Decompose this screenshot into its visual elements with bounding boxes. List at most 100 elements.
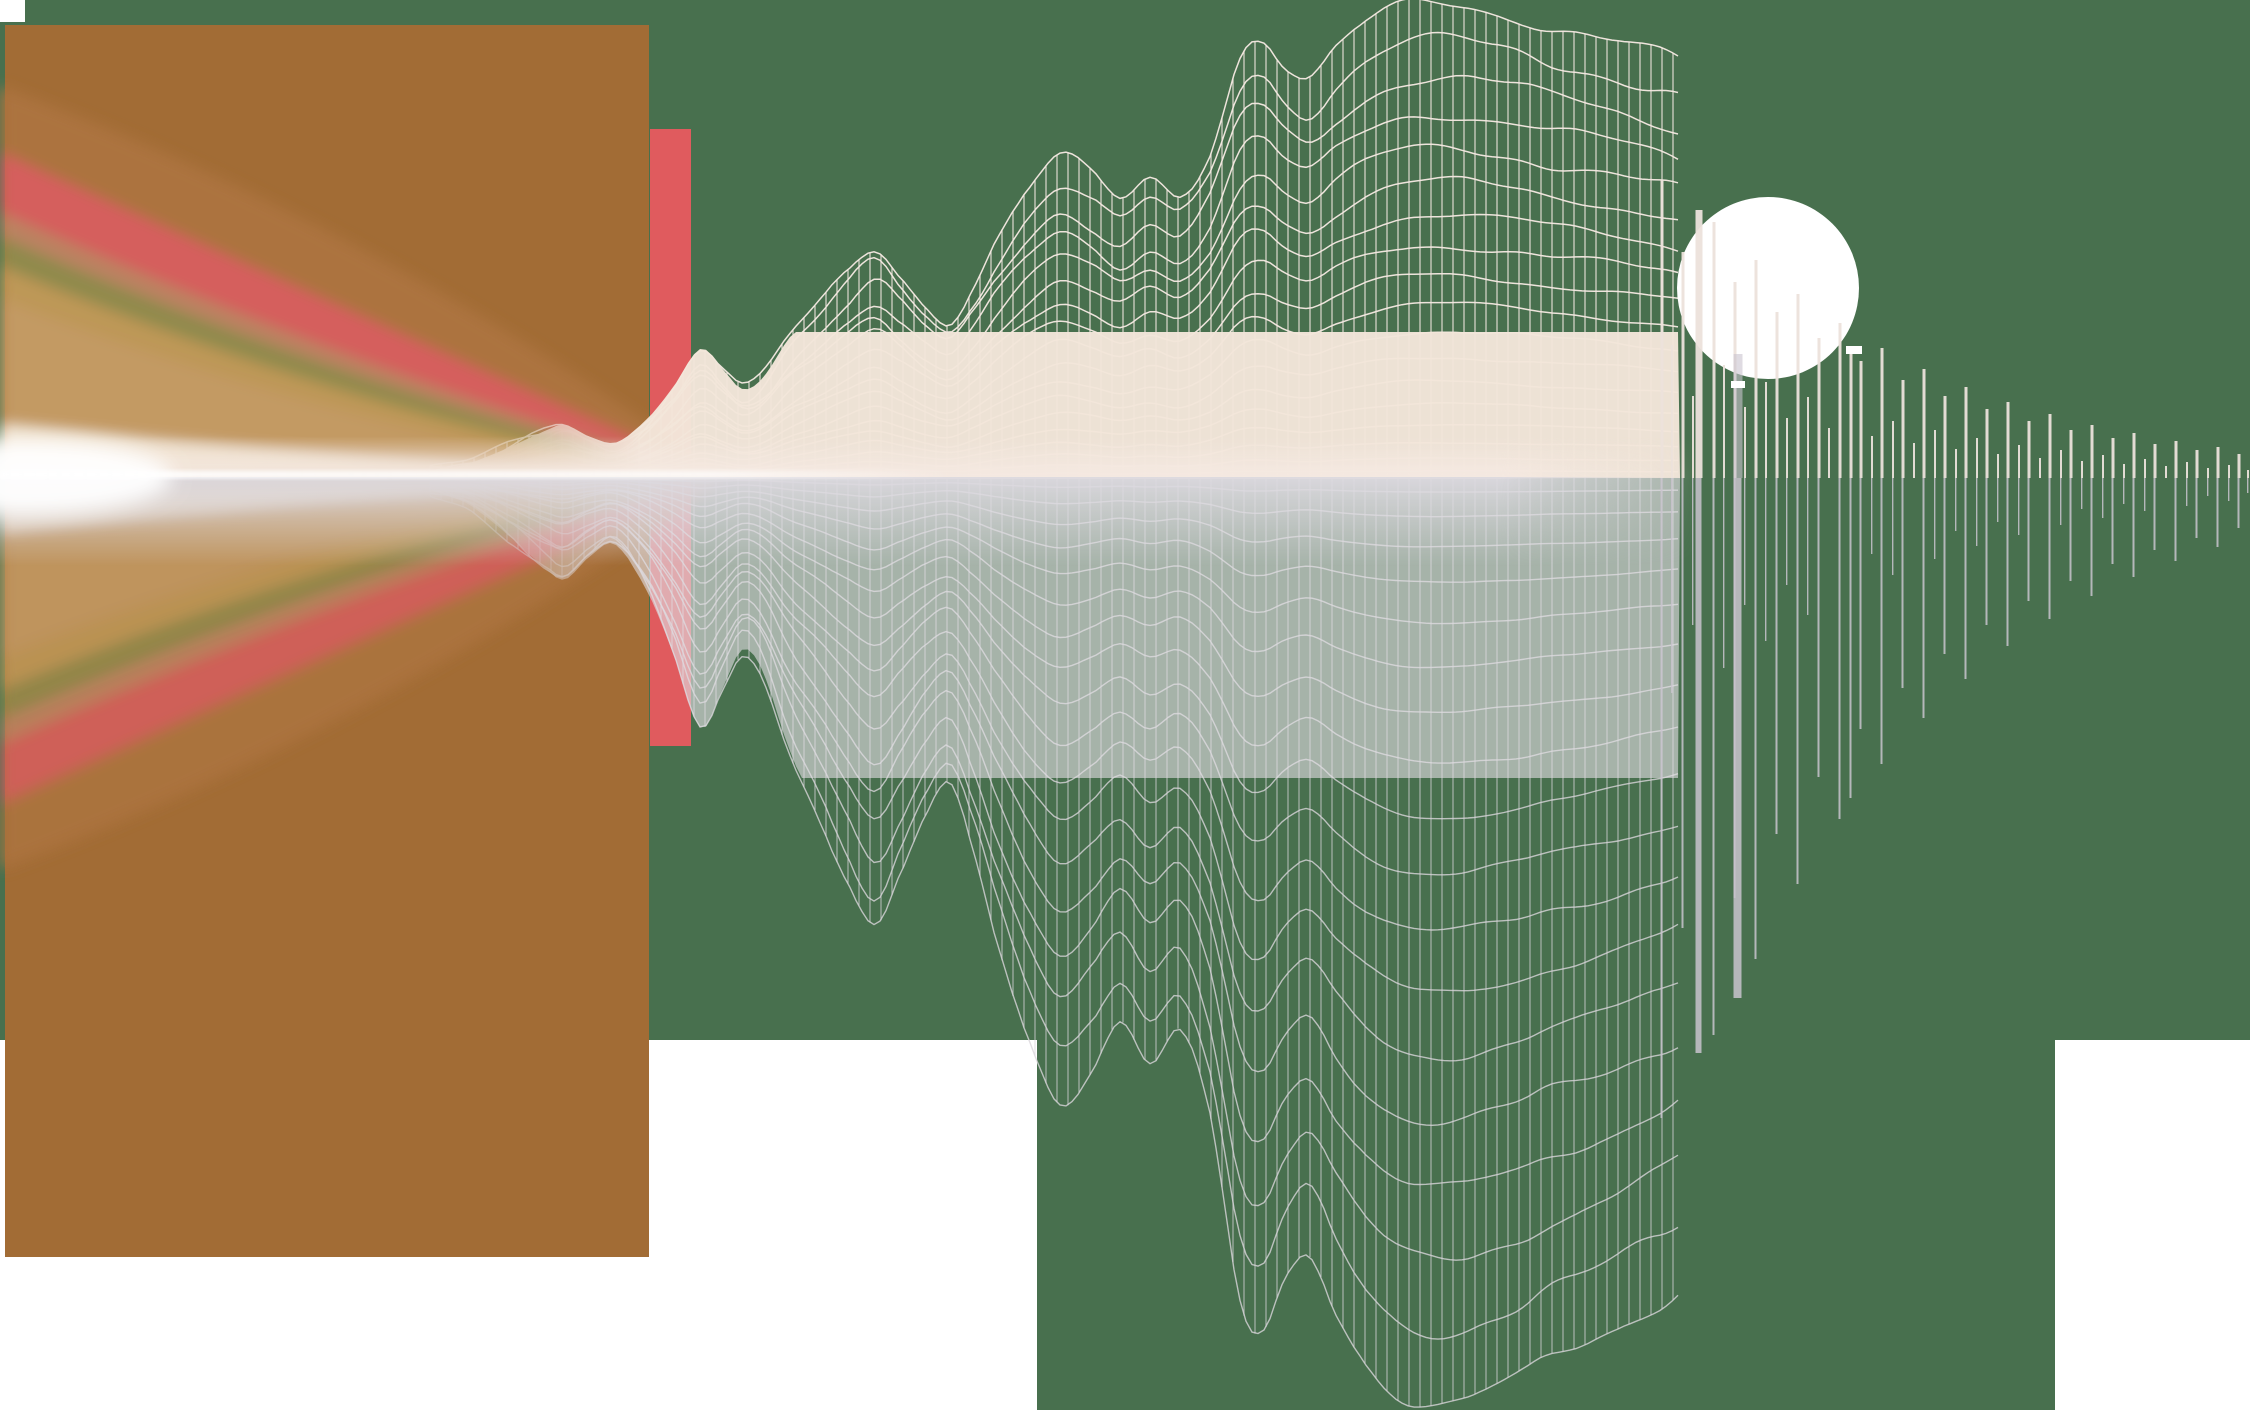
waveform-bar-down xyxy=(2123,478,2125,504)
waveform-bar-down xyxy=(1922,478,1925,718)
waveform-bar-up xyxy=(2144,459,2146,478)
waveform-bar-down xyxy=(1976,478,1978,546)
waveform-bar-down xyxy=(1964,478,1967,679)
waveform-bar-up xyxy=(2165,466,2167,478)
waveform-bar-down xyxy=(2153,478,2156,550)
waveform-bar-down xyxy=(1943,478,1946,654)
waveform-bar-down xyxy=(1880,478,1883,764)
waveform-bar-up xyxy=(2039,458,2041,478)
waveform-bar-up xyxy=(2069,430,2073,478)
waveform-bar-up xyxy=(1681,252,1685,478)
waveform-bars-group xyxy=(1660,180,2249,1118)
waveform-bar-down xyxy=(1744,478,1746,605)
waveform-bar-down xyxy=(2048,478,2051,619)
waveform-bar-up xyxy=(1775,312,1779,478)
waveform-bar-up xyxy=(1786,418,1788,478)
waveform-bar-up xyxy=(1754,260,1758,478)
waveform-bar-up xyxy=(2186,462,2188,478)
waveform-bar-up xyxy=(2018,445,2020,478)
waveform-bar-up xyxy=(1871,436,1873,478)
waveform-bar-down xyxy=(2237,478,2240,528)
waveform-bar-up xyxy=(2102,455,2104,478)
waveform-bar-down xyxy=(2111,478,2114,564)
waveform-bar-up xyxy=(1712,222,1716,478)
waveform-bar-up xyxy=(1723,365,1725,478)
waveform-bar-up xyxy=(1838,323,1842,478)
sun-disc xyxy=(1677,197,1859,379)
waveform-bar-up xyxy=(1943,396,1947,478)
waveform-bar-up xyxy=(1901,380,1905,478)
waveform-bar-down xyxy=(1733,478,1742,998)
waveform-bar-up xyxy=(1671,345,1673,478)
waveform-bar-down xyxy=(1901,478,1904,688)
waveform-bar-down xyxy=(1849,478,1852,798)
waveform-bar-down xyxy=(1723,478,1725,668)
waveform-bar-up xyxy=(1695,210,1703,478)
waveform-bar-up xyxy=(2228,465,2230,478)
waveform-bar-down xyxy=(2006,478,2009,646)
waveform-bar-up xyxy=(1660,180,1664,478)
waveform-bar-down xyxy=(1817,478,1820,777)
waveform-bar-up xyxy=(1892,421,1894,478)
smoke-band-5 xyxy=(0,298,725,478)
waveform-bar-down xyxy=(1859,478,1862,729)
waveform-bar-down xyxy=(2207,478,2209,496)
waveform-bar-down xyxy=(2228,478,2230,501)
white-corner-notch xyxy=(0,0,25,22)
waveform-bar-up xyxy=(1692,396,1694,478)
waveform-bar-up xyxy=(1765,382,1767,478)
waveform-bar-down xyxy=(2018,478,2020,535)
waveform-bar-down xyxy=(1807,478,1809,615)
waveform-bar-up xyxy=(2207,468,2209,478)
waveform-bar-down xyxy=(1786,478,1788,585)
waveform-bar-up xyxy=(1985,409,1989,478)
waveform-bar-down xyxy=(1997,478,1999,522)
waveform-bar-down xyxy=(2132,478,2135,577)
waveform-bar-up xyxy=(2006,402,2010,478)
waveform-bar-up xyxy=(1964,387,1968,478)
waveform-bar-up xyxy=(1807,397,1809,478)
waveform-bar-up xyxy=(1859,361,1863,478)
waveform-bar-up xyxy=(1976,438,1978,478)
waveform-bar-down xyxy=(2090,478,2093,596)
waveform-bar-up xyxy=(1880,348,1884,478)
waveform-bar-up xyxy=(2048,414,2052,478)
waveform-bar-up xyxy=(2247,470,2249,478)
waveform-bar-down xyxy=(1985,478,1988,625)
waveform-bar-up xyxy=(1817,338,1821,478)
waveform-bar-down xyxy=(1692,478,1694,625)
bar-cap-marker xyxy=(1731,381,1745,388)
waveform-bar-up xyxy=(1733,354,1743,478)
bar-cap-marker xyxy=(1846,346,1862,354)
waveform-bar-down xyxy=(2027,478,2030,601)
waveform-bar-up xyxy=(2174,441,2178,478)
waveform-bar-up xyxy=(2027,421,2031,478)
horizon-bands-group xyxy=(0,436,1700,566)
waveform-bar-up xyxy=(1955,449,1957,478)
waveform-bar-up xyxy=(2090,425,2094,478)
waveform-bar-up xyxy=(1934,430,1936,478)
waveform-bar-up xyxy=(2153,444,2157,478)
waveform-bar-down xyxy=(1712,478,1715,1035)
green-field-1 xyxy=(1037,1040,2055,1410)
waveform-bar-up xyxy=(2060,450,2062,478)
waveform-bar-down xyxy=(2060,478,2062,525)
waveform-bar-down xyxy=(2174,478,2177,561)
waveform-bar-up xyxy=(1997,454,1999,478)
horizon-band-bottom xyxy=(0,477,1700,566)
smoke-band-0 xyxy=(0,86,725,478)
horizon-white-line xyxy=(0,471,950,478)
waveform-bar-up xyxy=(2216,447,2220,478)
waveform-bar-up xyxy=(2123,464,2125,478)
waveform-bar-down xyxy=(1871,478,1873,554)
smoke-reflection-band-0 xyxy=(0,478,725,870)
waveform-bar-up xyxy=(1922,369,1926,478)
waveform-bar-up xyxy=(2195,450,2199,478)
waveform-bar-down xyxy=(1838,478,1841,819)
waveform-bar-down xyxy=(2102,478,2104,518)
waveform-bar-down xyxy=(2195,478,2198,538)
waveform-bar-down xyxy=(1681,478,1684,928)
waveform-bar-up xyxy=(2081,461,2083,478)
